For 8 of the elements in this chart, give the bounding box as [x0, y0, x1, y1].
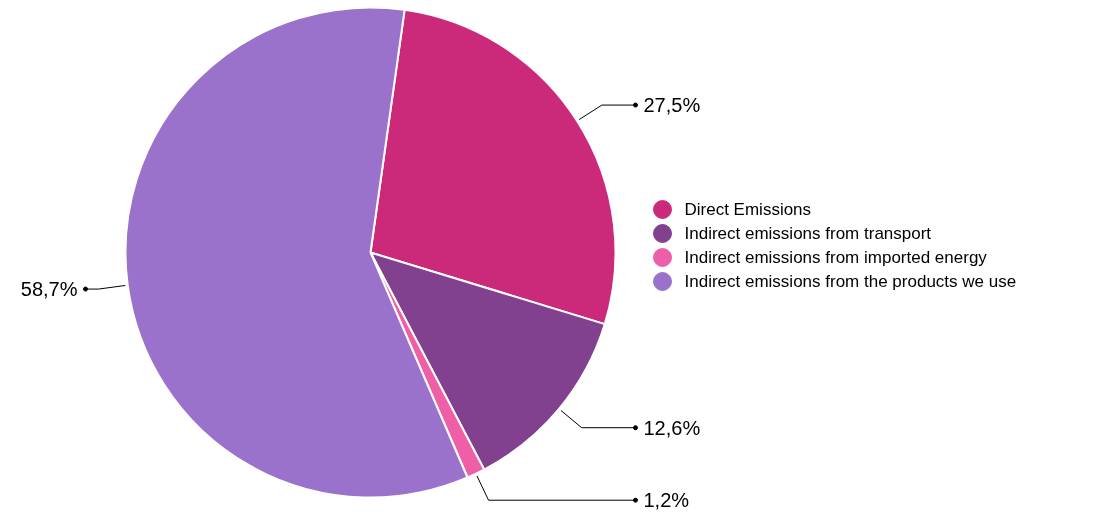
data-label: 12,6%: [643, 416, 701, 439]
legend-label: Indirect emissions from imported energy: [684, 248, 988, 267]
data-label: 1,2%: [643, 489, 690, 512]
data-label: 27,5%: [643, 94, 701, 117]
data-label: 58,7%: [20, 278, 78, 301]
legend-label: Indirect emissions from the products we use: [684, 272, 1017, 291]
legend-label: Indirect emissions from transport: [684, 224, 932, 243]
legend-label: Direct Emissions: [684, 200, 812, 219]
